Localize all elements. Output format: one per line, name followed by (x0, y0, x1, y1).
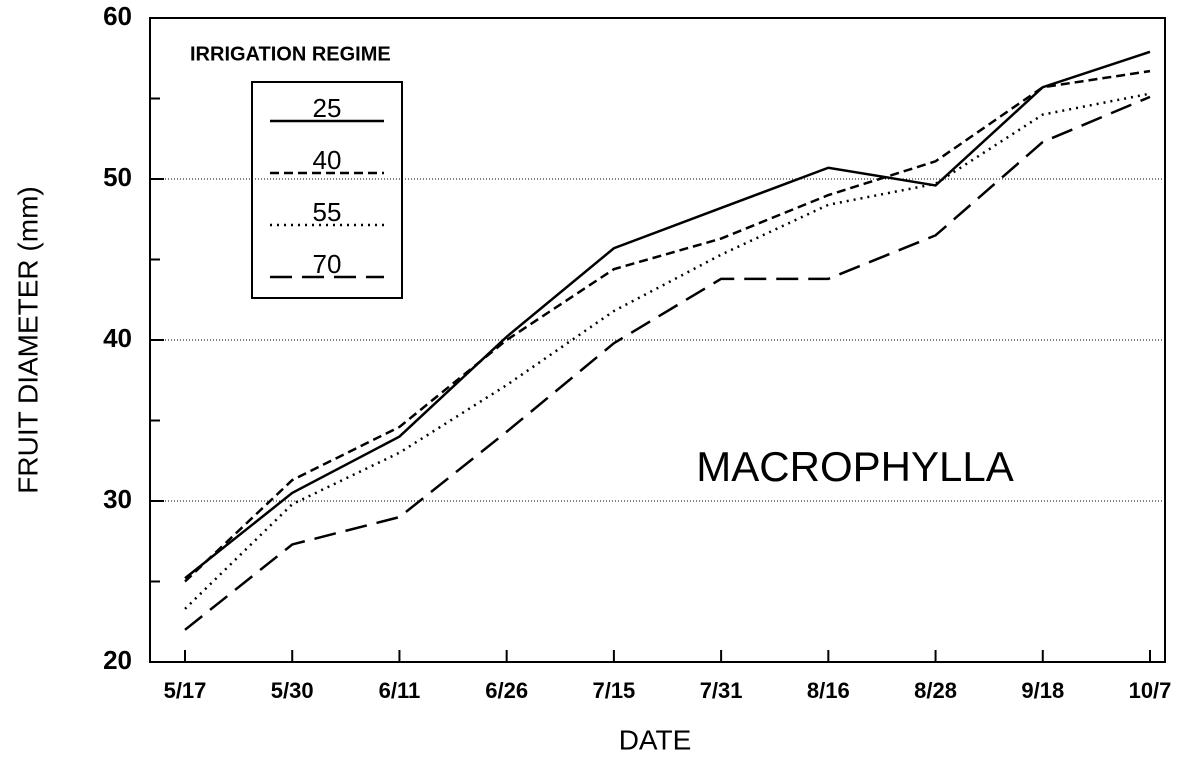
series-line (184, 50, 1151, 580)
x-tick-label: 8/16 (807, 678, 850, 703)
series-line (184, 95, 1151, 631)
y-tick-label: 20 (103, 645, 132, 675)
legend-box (251, 81, 403, 299)
legend-label: 55 (313, 197, 342, 227)
x-tick-label: 6/11 (379, 678, 421, 703)
x-tick-label: 5/17 (164, 678, 207, 703)
series-line (184, 69, 1151, 583)
legend-label: 70 (313, 249, 342, 279)
annotation: MACROPHYLLA (696, 443, 1013, 490)
x-tick-label: 7/15 (592, 678, 635, 703)
y-tick-label: 30 (103, 484, 132, 514)
y-tick-label: 60 (103, 1, 132, 31)
x-tick-label: 9/18 (1021, 678, 1064, 703)
legend-label: 25 (313, 93, 342, 123)
series-line (184, 92, 1151, 610)
x-axis-title: DATE (619, 724, 692, 755)
y-tick-label: 40 (103, 323, 132, 353)
x-tick-label: 6/26 (485, 678, 528, 703)
x-tick-label: 8/28 (914, 678, 957, 703)
x-tick-label: 7/31 (700, 678, 743, 703)
x-tick-label: 10/7 (1129, 678, 1172, 703)
legend-title: IRRIGATION REGIME (190, 43, 391, 65)
legend-label: 40 (313, 145, 342, 175)
x-tick-label: 5/30 (271, 678, 314, 703)
y-tick-label: 50 (103, 162, 132, 192)
y-axis-title: FRUIT DIAMETER (mm) (12, 186, 43, 493)
